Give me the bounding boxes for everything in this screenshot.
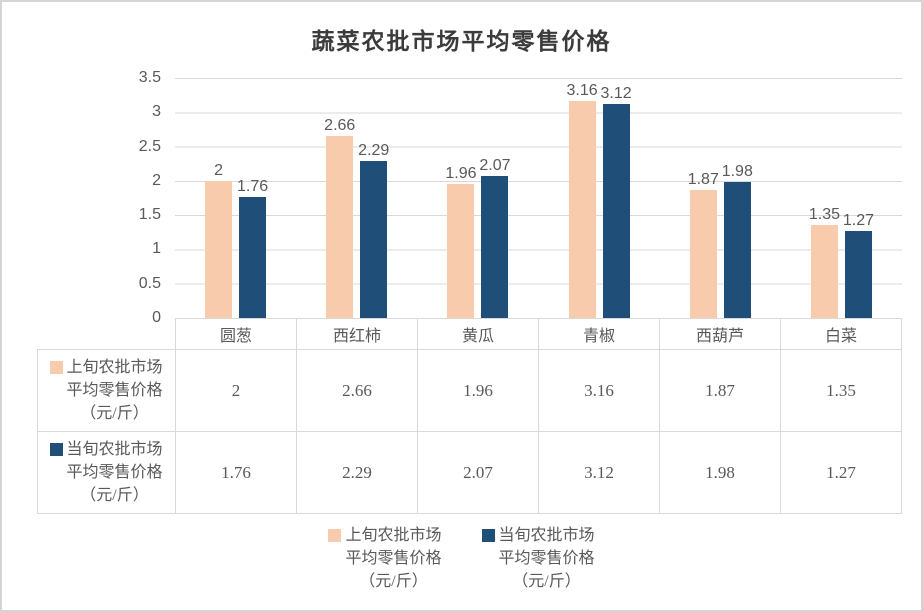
category-header-cell: 白菜 xyxy=(780,318,902,350)
y-axis-tick-label: 0 xyxy=(152,309,161,326)
bar-series2: 1.98 xyxy=(722,163,753,318)
y-axis-tick-label: 0.5 xyxy=(138,275,161,292)
category-header-cell: 青椒 xyxy=(538,318,660,350)
value-cell: 2.66 xyxy=(296,349,418,432)
series1-swatch-icon xyxy=(50,360,64,374)
bar-value-label: 1.76 xyxy=(237,178,269,196)
value-cell: 1.98 xyxy=(659,431,781,514)
bar-value-label: 3.16 xyxy=(566,82,598,100)
row-header-series2: 当旬农批市场 平均零售价格 （元/斤） xyxy=(37,431,176,514)
y-axis-tick-label: 3.5 xyxy=(138,69,161,86)
category-header-cell: 西红柿 xyxy=(296,318,418,350)
legend-entry-label: 当旬农批市场 xyxy=(498,527,595,544)
value-cell: 2.07 xyxy=(417,431,539,514)
bar-series2: 1.27 xyxy=(843,212,874,318)
table-corner-blank xyxy=(38,319,176,350)
y-axis-tick-label: 2 xyxy=(152,172,161,189)
legend-entry-label: 平均零售价格 xyxy=(498,550,595,568)
bar-series2: 2.07 xyxy=(479,157,510,318)
legend-swatch-blue-icon xyxy=(481,529,495,542)
bar-value-label: 2.29 xyxy=(358,141,390,159)
data-table: 圆葱 西红柿 黄瓜 青椒 西葫芦 白菜 上旬农批市场 平均零售价格 （元/斤） … xyxy=(37,318,902,514)
value-cell: 3.16 xyxy=(538,349,660,432)
category-header-cell: 圆葱 xyxy=(175,318,297,350)
bar-series1: 2.66 xyxy=(324,117,355,318)
chart-title: 蔬菜农批市场平均零售价格 xyxy=(311,29,612,54)
bar-value-label: 2.66 xyxy=(324,116,356,134)
y-axis-tick-label: 3 xyxy=(152,103,161,120)
bar-series1: 1.35 xyxy=(809,206,840,318)
value-cell: 3.12 xyxy=(538,431,660,514)
value-cell: 2 xyxy=(175,349,297,432)
bar-value-label: 2.07 xyxy=(479,157,511,175)
value-cell: 2.29 xyxy=(296,431,418,514)
chart-legend: 上旬农批市场 平均零售价格 （元/斤） 当旬农批市场 平均零售价格 （元/斤） xyxy=(2,524,921,594)
legend-entry-label: 平均零售价格 xyxy=(345,550,442,568)
category-group: 1.35 1.27 xyxy=(781,78,902,318)
bar-value-label: 1.96 xyxy=(445,164,477,182)
value-cell: 1.27 xyxy=(780,431,902,514)
value-cell: 1.35 xyxy=(780,349,902,432)
legend-entry-series1: 上旬农批市场 平均零售价格 （元/斤） xyxy=(328,524,442,594)
bar-series2: 3.12 xyxy=(601,85,632,318)
bar-value-label: 3.12 xyxy=(600,85,632,103)
bar-series2: 1.76 xyxy=(237,178,268,318)
bar-series2: 2.29 xyxy=(358,142,389,318)
category-group: 2.66 2.29 xyxy=(296,78,417,318)
category-group: 1.96 2.07 xyxy=(417,78,538,318)
bar-value-label: 1.98 xyxy=(721,163,753,181)
y-axis-tick-label: 1.5 xyxy=(138,206,161,223)
bar-series1: 2 xyxy=(205,162,233,318)
legend-swatch-peach-icon xyxy=(328,529,342,542)
bar-value-label: 1.27 xyxy=(842,211,875,229)
row-header-line: （元/斤） xyxy=(80,487,149,505)
row-header-line: 平均零售价格 xyxy=(66,463,163,481)
bar-value-label: 1.35 xyxy=(808,206,841,224)
legend-entry-label: （元/斤） xyxy=(512,573,581,591)
legend-entry-series2: 当旬农批市场 平均零售价格 （元/斤） xyxy=(481,524,595,594)
row-header-line: 当旬农批市场 xyxy=(66,440,163,458)
row-header-line: 平均零售价格 xyxy=(66,381,163,399)
category-header-cell: 西葫芦 xyxy=(659,318,781,350)
value-cell: 1.87 xyxy=(659,349,781,432)
category-header-cell: 黄瓜 xyxy=(417,318,539,350)
category-group: 2 1.76 xyxy=(175,78,296,318)
y-axis-tick-label: 1 xyxy=(152,240,161,257)
value-cell: 1.96 xyxy=(417,349,539,432)
legend-entry-label: （元/斤） xyxy=(359,573,428,591)
bar-series1: 1.87 xyxy=(688,171,719,318)
row-header-line: （元/斤） xyxy=(80,405,149,423)
category-group: 3.16 3.12 xyxy=(539,78,660,318)
row-header-series1: 上旬农批市场 平均零售价格 （元/斤） xyxy=(37,349,176,432)
y-axis-tick-label: 2.5 xyxy=(138,138,161,155)
category-group: 1.87 1.98 xyxy=(660,78,781,318)
series2-swatch-icon xyxy=(50,442,64,456)
bar-series1: 1.96 xyxy=(445,165,476,318)
plot-area: 2 1.76 2.66 2.29 1.96 2.07 3.16 3.12 1.8… xyxy=(175,78,902,318)
row-header-line: 上旬农批市场 xyxy=(66,358,163,376)
bar-value-label: 1.87 xyxy=(687,170,719,188)
bar-value-label: 2 xyxy=(214,161,224,179)
bar-series1: 3.16 xyxy=(567,82,598,318)
value-cell: 1.76 xyxy=(175,431,297,514)
legend-entry-label: 上旬农批市场 xyxy=(345,527,442,544)
